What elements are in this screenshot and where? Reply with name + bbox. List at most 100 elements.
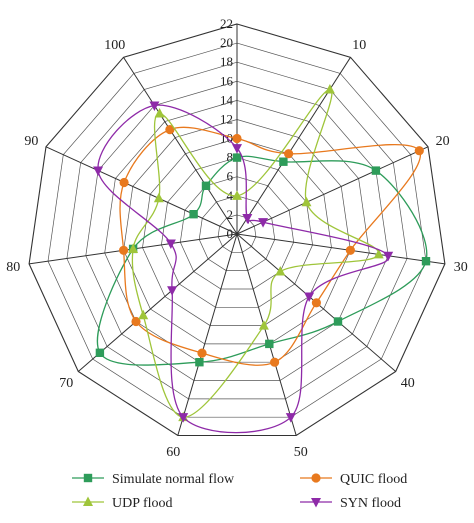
data-point	[232, 190, 242, 200]
data-point	[95, 348, 105, 357]
series-0	[95, 153, 431, 367]
legend-marker	[311, 498, 321, 508]
category-label: 50	[294, 445, 308, 460]
data-point	[93, 166, 104, 177]
data-point	[165, 125, 175, 135]
data-point	[242, 213, 253, 224]
data-point	[232, 133, 242, 144]
grid-ring	[179, 176, 295, 290]
data-point	[189, 210, 198, 219]
data-point	[311, 298, 321, 308]
legend-entry: UDP flood	[72, 496, 173, 511]
data-point	[345, 245, 355, 255]
data-point	[301, 196, 312, 207]
legend-entry: QUIC flood	[300, 472, 407, 487]
data-point	[119, 245, 129, 255]
grid-spoke	[236, 57, 351, 235]
radial-tick-label: 22	[220, 16, 233, 31]
legend-label: SYN flood	[340, 496, 401, 511]
grid-ring	[123, 119, 351, 345]
data-point	[167, 286, 178, 296]
data-point	[383, 251, 394, 262]
data-point	[371, 166, 381, 175]
legend-label: UDP flood	[112, 496, 173, 511]
category-label: 30	[454, 260, 468, 275]
legend-label: QUIC flood	[340, 472, 407, 487]
data-point	[232, 153, 242, 162]
radial-tick-label: 16	[220, 73, 234, 88]
radial-tick-label: 2	[227, 207, 234, 222]
radial-tick-label: 8	[227, 150, 234, 165]
data-point	[128, 243, 139, 253]
legend: Simulate normal flow QUIC flood UDP flood S…	[72, 472, 407, 511]
grid-spoke	[77, 233, 238, 372]
data-point	[265, 339, 274, 349]
category-label: 20	[436, 134, 450, 149]
grid-spoke	[45, 146, 238, 235]
grid-spoke	[236, 233, 297, 436]
legend-marker	[83, 496, 93, 506]
data-point	[275, 266, 286, 276]
data-point	[178, 413, 189, 423]
legend-entry: SYN flood	[300, 496, 401, 511]
category-label: 60	[166, 445, 180, 460]
grid-ring	[142, 138, 332, 326]
data-point	[153, 192, 164, 203]
series-line	[97, 104, 390, 434]
radial-tick-label: 12	[220, 112, 233, 127]
grid-ring	[66, 61, 408, 400]
data-point	[270, 357, 280, 367]
data-point	[373, 248, 384, 259]
radial-tick-label: 20	[220, 35, 233, 50]
radar-grid	[28, 23, 446, 437]
legend-entry: Simulate normal flow	[72, 472, 235, 487]
data-point	[304, 292, 315, 303]
data-point	[232, 144, 242, 154]
series-line	[96, 155, 428, 366]
grid-ring	[47, 42, 427, 418]
data-point	[201, 181, 211, 190]
data-point	[119, 177, 129, 188]
data-point	[333, 317, 343, 326]
radial-tick-label: 18	[220, 54, 233, 69]
grid-spoke	[236, 233, 445, 265]
radial-tick-label: 14	[220, 92, 234, 107]
grid-ring	[28, 23, 446, 437]
series-1	[119, 125, 424, 367]
category-label: 100	[104, 38, 125, 53]
category-label: 70	[59, 376, 73, 391]
series-line	[119, 126, 422, 366]
legend-label: Simulate normal flow	[112, 472, 235, 487]
series-3	[93, 101, 394, 434]
data-point	[165, 239, 176, 250]
data-point	[279, 157, 288, 166]
series-2	[128, 83, 384, 422]
category-label: 40	[401, 376, 415, 391]
grid-ring	[161, 157, 313, 308]
data-point	[258, 320, 269, 330]
radial-tick-label: 0	[227, 226, 234, 241]
grid-spoke	[177, 233, 238, 436]
legend-marker	[311, 473, 321, 483]
grid-spoke	[236, 146, 429, 235]
grid-ring	[198, 195, 276, 271]
data-point	[414, 146, 424, 156]
grid-ring	[85, 80, 389, 381]
data-point	[284, 149, 294, 159]
data-point	[195, 358, 204, 367]
category-label: 10	[352, 38, 366, 53]
category-label: 90	[24, 134, 38, 149]
data-point	[197, 348, 207, 358]
data-point	[421, 257, 431, 266]
data-point	[285, 413, 296, 423]
grid-ring	[217, 214, 257, 253]
data-point	[138, 309, 149, 320]
data-point	[324, 83, 335, 94]
category-label: 80	[6, 260, 20, 275]
data-point	[154, 108, 165, 118]
series-layer	[93, 83, 431, 434]
data-point	[149, 101, 160, 112]
